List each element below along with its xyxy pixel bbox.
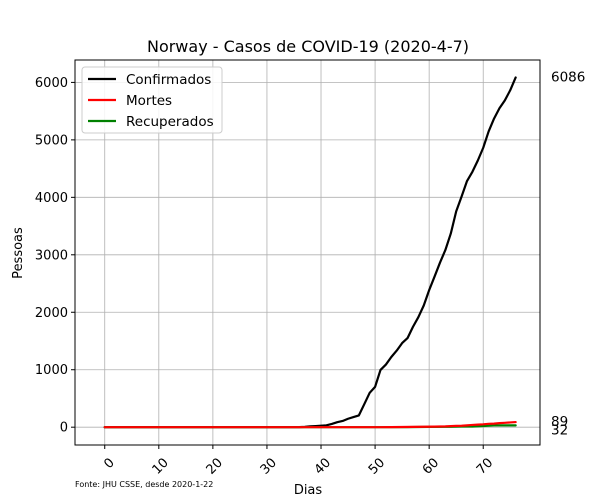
y-tick-label: 3000 [35,248,68,263]
y-axis-label: Pessoas [11,227,26,279]
y-tick-label: 2000 [35,306,68,321]
end-label-recuperados: 32 [551,422,568,438]
plot-frame [74,59,541,446]
series-line-confirmados [103,76,517,429]
end-label-mortes: 89 [551,414,568,430]
end-label-confirmados: 6086 [551,69,585,85]
y-tick-label: 4000 [35,191,68,206]
chart-title: Norway - Casos de COVID-19 (2020-4-7) [147,37,469,56]
y-tick-label: 1000 [35,363,68,378]
series-line-mortes [103,420,517,429]
legend-label-confirmados: Confirmados [126,72,211,88]
y-tick-label: 6000 [35,76,68,91]
legend-label-recuperados: Recuperados [126,114,214,130]
source-note: Fonte: JHU CSSE, desde 2020-1-22 [75,480,213,489]
legend-box [81,66,223,134]
y-tick-label: 0 [60,421,68,436]
x-axis-label: Dias [294,483,323,498]
series-lines [103,76,517,429]
legend: Confirmados Mortes Recuperados [81,66,223,134]
legend-label-mortes: Mortes [126,93,172,109]
y-tick-label: 5000 [35,133,68,148]
